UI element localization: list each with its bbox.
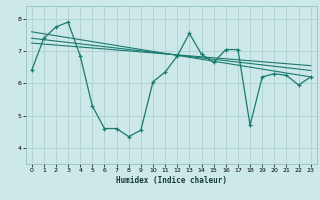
X-axis label: Humidex (Indice chaleur): Humidex (Indice chaleur) <box>116 176 227 185</box>
